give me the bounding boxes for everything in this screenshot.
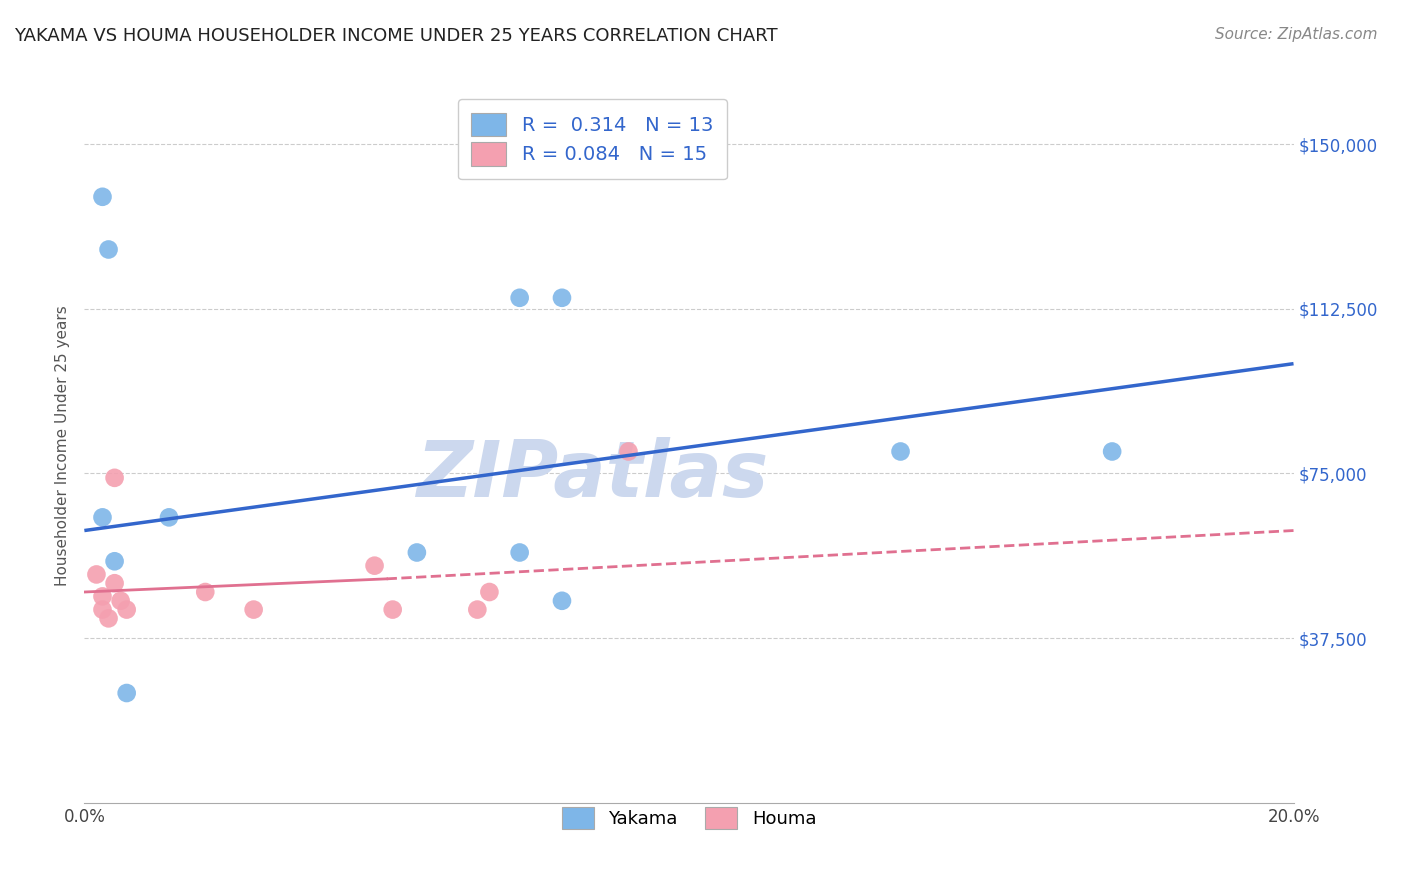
Point	[86, 567, 108, 582]
Y-axis label: Householder Income Under 25 years: Householder Income Under 25 years	[55, 306, 70, 586]
Legend: Yakama, Houma: Yakama, Houma	[547, 793, 831, 844]
Point	[97, 243, 120, 257]
Point	[115, 602, 138, 616]
Point	[110, 594, 132, 608]
Text: Source: ZipAtlas.com: Source: ZipAtlas.com	[1215, 27, 1378, 42]
Point	[551, 594, 574, 608]
Point	[104, 576, 127, 591]
Point	[890, 444, 912, 458]
Point	[242, 602, 264, 616]
Point	[104, 471, 127, 485]
Text: ZIPatlas: ZIPatlas	[416, 436, 768, 513]
Point	[91, 510, 114, 524]
Point	[467, 602, 489, 616]
Point	[363, 558, 385, 573]
Point	[617, 444, 640, 458]
Point	[91, 602, 114, 616]
Point	[1101, 444, 1123, 458]
Point	[509, 545, 531, 559]
Point	[104, 554, 127, 568]
Point	[91, 590, 114, 604]
Point	[115, 686, 138, 700]
Point	[551, 291, 574, 305]
Point	[381, 602, 404, 616]
Point	[509, 291, 531, 305]
Point	[97, 611, 120, 625]
Point	[194, 585, 217, 599]
Point	[478, 585, 501, 599]
Text: YAKAMA VS HOUMA HOUSEHOLDER INCOME UNDER 25 YEARS CORRELATION CHART: YAKAMA VS HOUMA HOUSEHOLDER INCOME UNDER…	[14, 27, 778, 45]
Point	[157, 510, 180, 524]
Point	[406, 545, 429, 559]
Point	[91, 190, 114, 204]
